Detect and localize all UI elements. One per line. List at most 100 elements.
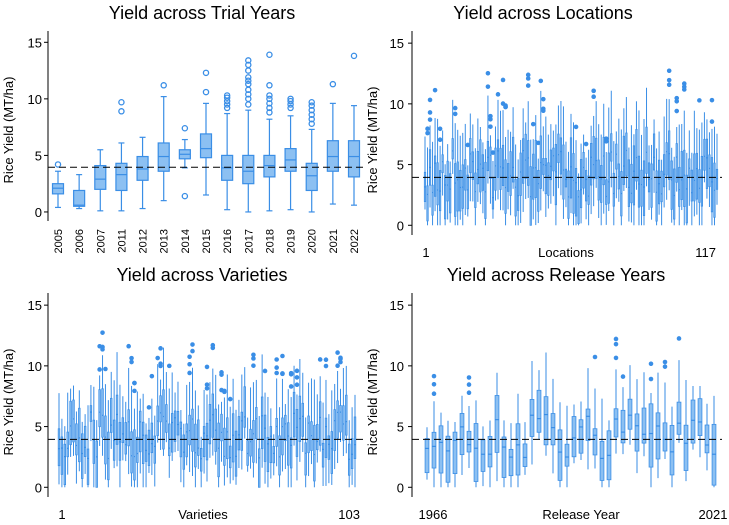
- iqr-box: [101, 388, 104, 438]
- y-ticks: 0 5 10 15: [28, 293, 49, 497]
- iqr-box: [481, 154, 484, 191]
- iqr-box: [550, 413, 556, 446]
- box-9: [480, 426, 486, 487]
- outlier-point: [181, 125, 189, 132]
- plot-area: [48, 51, 367, 213]
- iqr-box: [710, 157, 714, 213]
- y-tick-label: 15: [390, 298, 404, 313]
- iqr-box: [66, 431, 69, 458]
- box-2: [60, 418, 64, 488]
- y-axis-label: Rice Yield (MT/ha): [365, 87, 380, 194]
- iqr-box: [632, 145, 636, 206]
- iqr-box: [73, 189, 86, 207]
- box-2018: [263, 51, 276, 212]
- outlier-point: [490, 150, 496, 155]
- outlier-point: [466, 390, 472, 396]
- iqr-box: [144, 434, 148, 462]
- box-39: [166, 363, 172, 478]
- outlier-point: [245, 74, 252, 81]
- iqr-box: [544, 158, 547, 195]
- x-tick-label: 2018: [264, 229, 276, 253]
- outlier-point: [132, 380, 137, 386]
- box-38: [517, 159, 520, 226]
- box-22: [118, 384, 122, 488]
- x-end-label: 2021: [699, 507, 728, 522]
- x-tick-label: 2021: [328, 229, 340, 253]
- outlier-point: [126, 343, 131, 349]
- iqr-box: [655, 170, 658, 222]
- iqr-box: [330, 431, 333, 474]
- outlier-point: [323, 357, 329, 362]
- box-13: [92, 386, 96, 488]
- y-tick-label: 10: [28, 359, 42, 374]
- x-start-label: 1: [422, 245, 429, 260]
- box-103: [353, 394, 357, 488]
- iqr-box: [705, 138, 709, 189]
- iqr-box: [78, 407, 81, 463]
- outlier-point: [223, 104, 231, 112]
- chart-title: Yield across Release Years: [447, 265, 665, 285]
- iqr-box: [635, 129, 638, 182]
- box-17: [103, 366, 108, 480]
- outlier-point: [287, 95, 294, 103]
- iqr-box: [607, 152, 610, 204]
- iqr-box: [202, 426, 206, 458]
- iqr-box: [620, 409, 626, 444]
- box-41: [704, 403, 710, 471]
- outlier-point: [149, 373, 155, 379]
- outlier-point: [591, 88, 596, 94]
- iqr-box: [197, 419, 200, 456]
- iqr-box: [449, 173, 452, 214]
- box-59: [226, 374, 229, 478]
- iqr-box: [60, 436, 64, 475]
- box-111: [700, 122, 703, 226]
- iqr-box: [281, 417, 284, 456]
- box-75: [272, 434, 275, 476]
- box-60: [572, 122, 575, 226]
- iqr-box: [86, 448, 90, 485]
- iqr-box: [536, 389, 542, 433]
- box-21: [115, 352, 119, 467]
- y-ticks: 0 5 10 15: [390, 293, 413, 497]
- box-81: [288, 370, 294, 488]
- iqr-box: [459, 169, 462, 212]
- iqr-box: [642, 160, 646, 216]
- iqr-box: [486, 141, 490, 172]
- iqr-box: [577, 190, 580, 224]
- iqr-box: [266, 437, 270, 473]
- iqr-box: [522, 138, 525, 184]
- box-15: [97, 343, 102, 446]
- outlier-point: [425, 126, 430, 132]
- outlier-point: [592, 354, 598, 360]
- iqr-box: [115, 162, 128, 192]
- box-78: [280, 353, 285, 472]
- iqr-box: [459, 413, 465, 456]
- iqr-box: [501, 144, 505, 186]
- y-tick-label: 10: [390, 97, 404, 112]
- box-24: [585, 368, 591, 470]
- box-77: [615, 131, 618, 199]
- x-tick-label: 2017: [243, 229, 255, 253]
- iqr-box: [514, 178, 517, 217]
- y-tick-label: 0: [397, 218, 404, 233]
- box-102: [678, 124, 681, 226]
- box-30: [495, 92, 501, 200]
- box-2006: [73, 174, 86, 210]
- box-53: [208, 382, 212, 458]
- outlier-point: [308, 106, 315, 114]
- box-16: [529, 361, 535, 465]
- box-42: [525, 72, 531, 198]
- outlier-point: [280, 371, 285, 376]
- y-tick-label: 15: [28, 35, 42, 50]
- box-54: [210, 342, 216, 456]
- outlier-point: [100, 330, 105, 335]
- box-1: [423, 136, 427, 210]
- iqr-box: [130, 431, 133, 474]
- box-66: [587, 149, 590, 226]
- outlier-point: [223, 92, 231, 99]
- iqr-box: [532, 153, 535, 200]
- chart-title: Yield across Trial Years: [109, 3, 295, 23]
- box-88: [642, 118, 646, 226]
- outlier-point: [155, 355, 160, 361]
- outlier-point: [204, 364, 210, 370]
